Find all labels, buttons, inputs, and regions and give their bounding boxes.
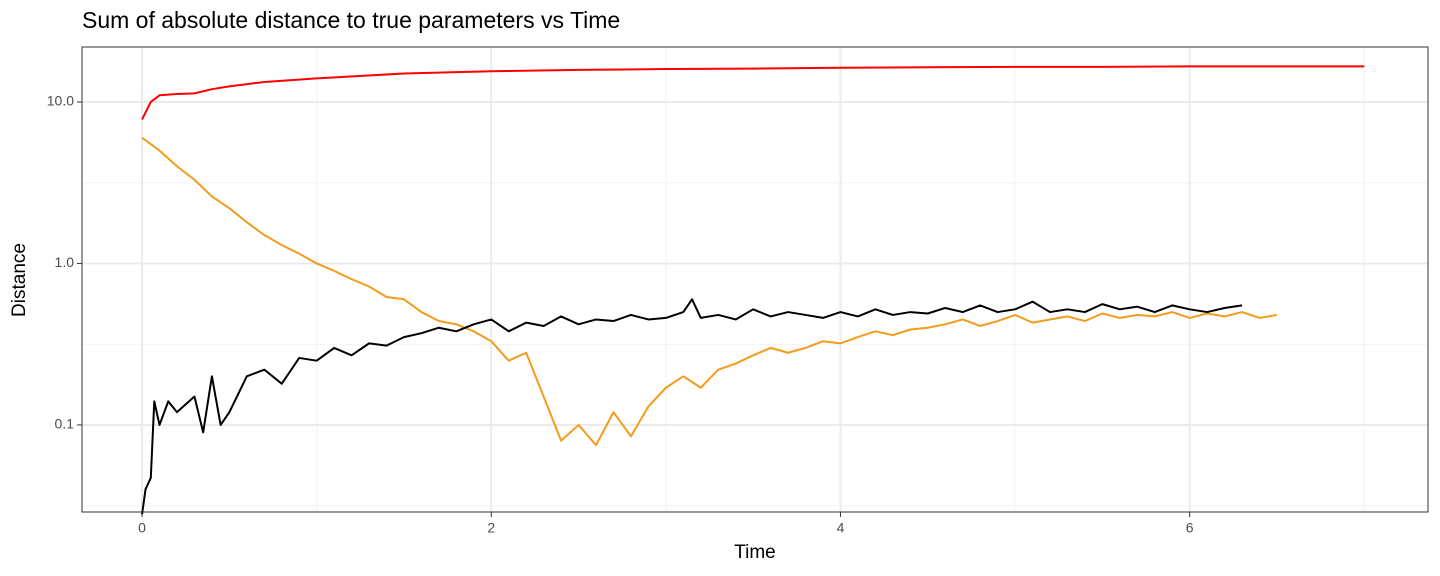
x-tick-label: 0	[138, 520, 146, 536]
x-tick-label: 2	[487, 520, 495, 536]
x-tick-label: 4	[837, 520, 845, 536]
chart-title: Sum of absolute distance to true paramet…	[82, 7, 620, 33]
y-axis-label: Distance	[9, 243, 30, 317]
series-line	[141, 136, 1278, 447]
x-axis-label: Time	[734, 542, 776, 563]
y-tick-label: 0.1	[55, 416, 75, 432]
y-tick-label: 10.0	[47, 93, 74, 109]
series-line	[141, 298, 1243, 515]
x-tick-label: 6	[1186, 520, 1194, 536]
panel-border	[81, 46, 1429, 513]
series-line	[141, 65, 1365, 120]
y-tick-label: 1.0	[55, 254, 75, 270]
